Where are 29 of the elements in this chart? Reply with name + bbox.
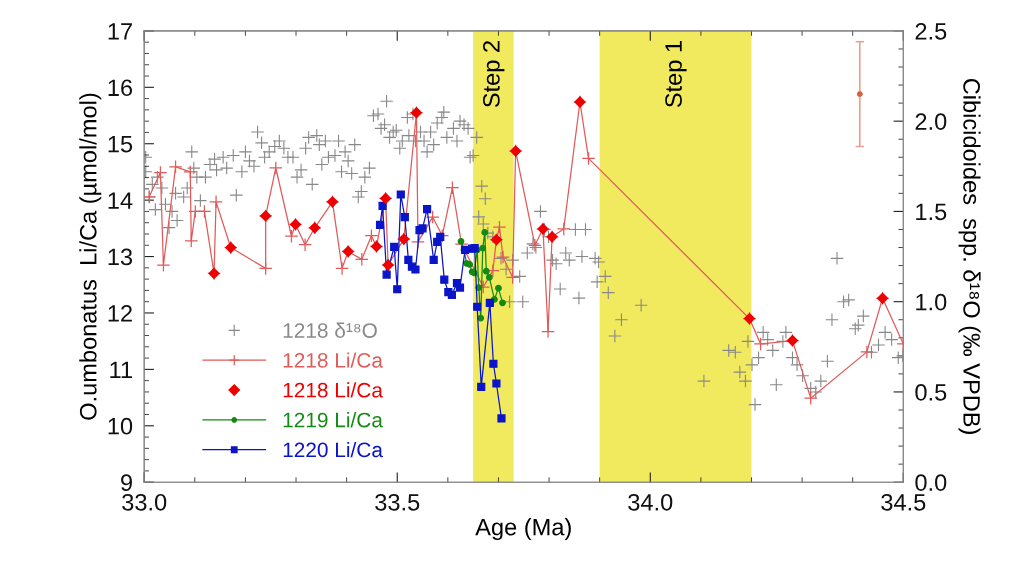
legend-label: 1220 Li/Ca [283, 441, 383, 458]
y2-tick-label: 0.0 [915, 474, 947, 491]
band-label: Step 2 [483, 41, 505, 108]
y2-tick-label: 2.5 [915, 22, 947, 40]
x-tick-label: 34.5 [881, 493, 926, 511]
y2-tick-label: 1.5 [916, 203, 947, 221]
y2-axis-title: Cibicidoides spp. δ¹⁸O (‰ VPDB) [958, 78, 981, 434]
band-label: Step 1 [665, 41, 687, 108]
y2-tick-label: 2.0 [915, 113, 947, 130]
y-tick-label: 13 [108, 248, 133, 266]
x-axis-title: Age (Ma) [475, 518, 571, 541]
y-tick-label: 12 [108, 305, 132, 322]
x-tick-label: 33.5 [375, 493, 420, 511]
x-tick-label: 34.0 [628, 493, 673, 511]
y-tick-label: 14 [108, 192, 133, 209]
y-tick-label: 15 [108, 136, 133, 153]
x-tick-label: 33.0 [122, 493, 167, 511]
legend-label: 1218 δ¹⁸O [283, 322, 377, 338]
y-tick-label: 9 [121, 474, 132, 491]
y2-tick-label: 1.0 [916, 293, 947, 311]
legend-label: 1218 Li/Ca [283, 382, 383, 398]
y-tick-label: 11 [110, 361, 132, 378]
y2-tick-label: 0.5 [915, 384, 947, 401]
y-tick-label: 17 [108, 23, 132, 40]
y-tick-label: 16 [108, 79, 133, 97]
y-axis-title: O.umbonatus Li/Ca (µmol/mol) [79, 93, 102, 420]
y-tick-label: 10 [108, 417, 133, 435]
legend-label: 1218 Li/Ca [283, 352, 383, 368]
legend-label: 1219 Li/Ca [283, 412, 383, 428]
